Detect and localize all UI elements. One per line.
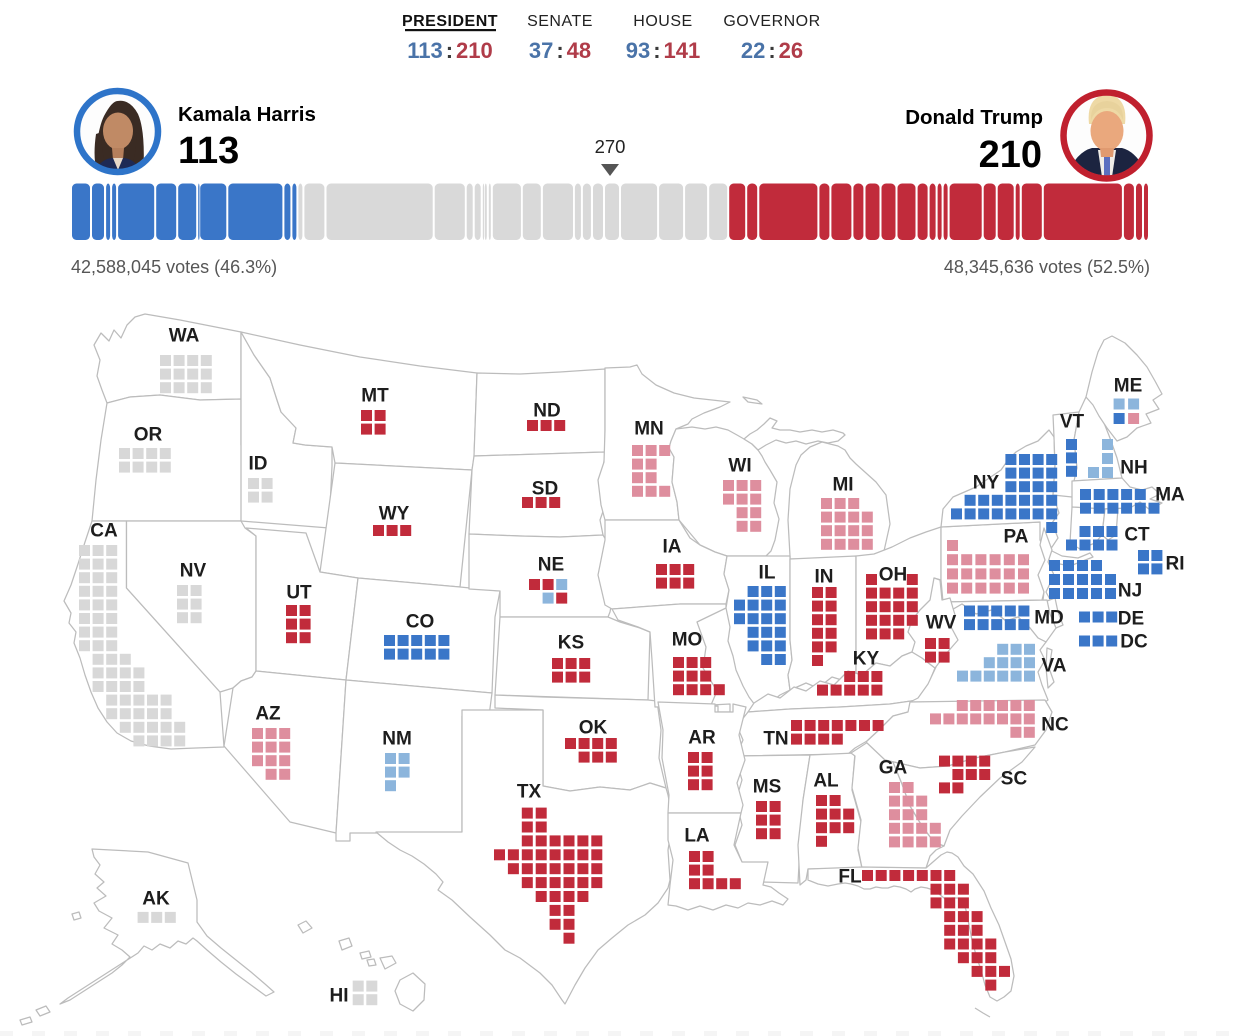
svg-text:OH: OH — [879, 565, 908, 586]
svg-text:HOUSE: HOUSE — [633, 13, 692, 30]
svg-text:MS: MS — [753, 777, 782, 798]
svg-text:Kamala Harris: Kamala Harris — [178, 103, 316, 126]
svg-text:CO: CO — [406, 612, 435, 633]
svg-text:UT: UT — [286, 583, 312, 604]
svg-text:GA: GA — [879, 758, 908, 779]
svg-text:WI: WI — [728, 456, 751, 477]
svg-text:IN: IN — [815, 567, 834, 588]
svg-text:48,345,636 votes (52.5%): 48,345,636 votes (52.5%) — [944, 257, 1150, 277]
svg-text:PRESIDENT: PRESIDENT — [402, 13, 498, 30]
svg-text:AR: AR — [688, 728, 716, 749]
svg-text:NE: NE — [538, 555, 564, 576]
svg-text:ND: ND — [533, 401, 560, 422]
svg-text:37:48: 37:48 — [529, 38, 591, 63]
svg-text:NH: NH — [1120, 458, 1147, 479]
svg-text:TX: TX — [517, 782, 542, 803]
svg-text:OK: OK — [579, 718, 608, 739]
svg-text:42,588,045 votes (46.3%): 42,588,045 votes (46.3%) — [71, 257, 277, 277]
svg-text:22:26: 22:26 — [741, 38, 803, 63]
svg-text:KS: KS — [558, 633, 584, 654]
svg-text:Donald Trump: Donald Trump — [905, 106, 1043, 129]
svg-text:HI: HI — [330, 986, 349, 1007]
svg-text:WV: WV — [926, 613, 957, 634]
svg-text:LA: LA — [684, 826, 710, 847]
svg-text:ID: ID — [249, 454, 268, 475]
svg-text:113: 113 — [178, 130, 239, 172]
svg-text:NY: NY — [973, 473, 1000, 494]
svg-text:NV: NV — [180, 561, 207, 582]
svg-text:270: 270 — [595, 136, 626, 157]
svg-text:CT: CT — [1124, 525, 1150, 546]
svg-text:FL: FL — [838, 867, 862, 888]
svg-text:MT: MT — [361, 386, 389, 407]
svg-text:PA: PA — [1004, 527, 1029, 548]
svg-text:VT: VT — [1060, 412, 1085, 433]
svg-text:CA: CA — [90, 521, 118, 542]
svg-text:MD: MD — [1034, 608, 1064, 629]
svg-text:AL: AL — [813, 771, 839, 792]
svg-text:MI: MI — [832, 475, 853, 496]
svg-text:KY: KY — [853, 649, 880, 670]
svg-text:SENATE: SENATE — [527, 13, 593, 30]
svg-text:93:141: 93:141 — [626, 38, 701, 63]
svg-text:NM: NM — [382, 729, 412, 750]
svg-text:DE: DE — [1118, 609, 1144, 630]
svg-text:113:210: 113:210 — [407, 38, 493, 63]
svg-text:NC: NC — [1041, 715, 1069, 736]
svg-text:RI: RI — [1166, 554, 1185, 575]
svg-text:NJ: NJ — [1118, 581, 1142, 602]
svg-text:IL: IL — [759, 563, 776, 584]
svg-text:SC: SC — [1001, 769, 1028, 790]
svg-text:VA: VA — [1042, 656, 1067, 677]
svg-text:WA: WA — [169, 326, 200, 347]
svg-text:GOVERNOR: GOVERNOR — [723, 13, 820, 30]
svg-text:210: 210 — [979, 134, 1042, 176]
svg-text:SD: SD — [532, 479, 558, 500]
svg-text:MA: MA — [1155, 485, 1185, 506]
svg-text:MN: MN — [634, 419, 664, 440]
svg-text:AZ: AZ — [255, 704, 281, 725]
svg-text:DC: DC — [1120, 632, 1148, 653]
svg-text:MO: MO — [672, 630, 703, 651]
svg-text:TN: TN — [763, 729, 788, 750]
svg-text:OR: OR — [134, 425, 163, 446]
svg-text:ME: ME — [1114, 376, 1143, 397]
svg-text:IA: IA — [663, 537, 682, 558]
svg-text:AK: AK — [142, 889, 170, 910]
svg-text:WY: WY — [379, 504, 410, 525]
